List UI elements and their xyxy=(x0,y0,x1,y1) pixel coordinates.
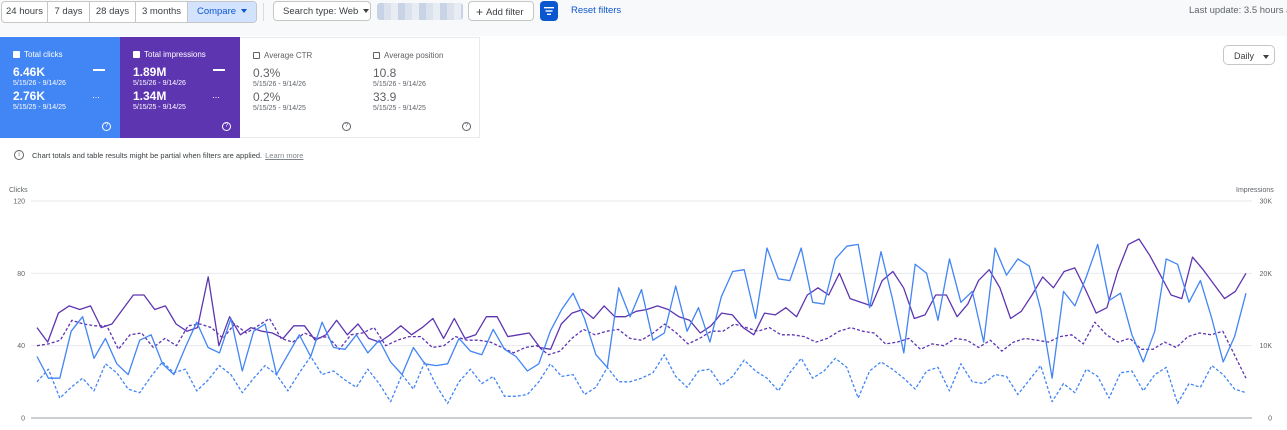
solid-line-legend-icon xyxy=(213,69,225,71)
compare-button[interactable]: Compare xyxy=(188,2,256,22)
left-axis-tick-label: 40 xyxy=(17,343,25,350)
granularity-dropdown[interactable]: Daily xyxy=(1223,45,1275,65)
left-axis-tick-label: 80 xyxy=(17,271,25,278)
checkbox-unchecked-icon[interactable] xyxy=(373,52,380,59)
checkbox-checked-icon[interactable] xyxy=(13,51,20,58)
average-position-card[interactable]: Average position 10.8 5/15/26 - 9/14/26 … xyxy=(360,37,480,138)
help-icon[interactable]: ? xyxy=(222,122,231,131)
search-type-label: Search type: Web xyxy=(283,6,359,17)
compare-label: Compare xyxy=(196,6,237,17)
total-impressions-title: Total impressions xyxy=(133,49,240,60)
checkbox-unchecked-icon[interactable] xyxy=(253,52,260,59)
total-clicks-compare-date: 5/15/25 - 9/14/25 xyxy=(13,104,66,111)
note-text: Chart totals and table results might be … xyxy=(32,150,263,160)
average-ctr-compare-value: 0.2% xyxy=(253,90,281,104)
average-position-title: Average position xyxy=(373,50,479,61)
right-axis-ticks: 30K 20K 10K 0 xyxy=(1260,199,1273,423)
right-axis-tick-label: 0 xyxy=(1268,416,1272,423)
total-impressions-card[interactable]: Total impressions 1.89M 5/15/26 - 9/14/2… xyxy=(120,37,240,138)
info-icon: i xyxy=(14,150,24,160)
total-clicks-compare-value: 2.76K xyxy=(13,89,46,103)
average-ctr-card[interactable]: Average CTR 0.3% 5/15/26 - 9/14/26 0.2% … xyxy=(240,37,360,138)
total-impressions-date: 5/15/26 - 9/14/26 xyxy=(133,80,186,87)
left-axis-tick-label: 0 xyxy=(21,416,25,423)
left-axis-ticks: 120 80 40 0 xyxy=(13,199,25,423)
plus-icon: + xyxy=(476,5,484,19)
average-ctr-date: 5/15/26 - 9/14/26 xyxy=(253,81,306,88)
left-axis-title: Clicks xyxy=(9,187,28,194)
redacted-filter-chip[interactable] xyxy=(377,3,463,20)
clicks-dashed-series-line xyxy=(36,354,1247,405)
performance-chart: Clicks Impressions 120 80 40 0 30K 20K 10K 0 xyxy=(9,187,1274,423)
date-range-selector: 24 hours 7 days 28 days 3 months Compare xyxy=(1,1,257,23)
solid-line-legend-icon xyxy=(93,69,105,71)
average-ctr-value: 0.3% xyxy=(253,66,281,80)
average-position-compare-date: 5/15/25 - 9/14/25 xyxy=(373,105,426,112)
chart-grid xyxy=(31,200,1252,419)
total-clicks-value: 6.46K xyxy=(13,65,46,79)
search-type-dropdown[interactable]: Search type: Web xyxy=(273,1,371,21)
average-ctr-label: Average CTR xyxy=(264,51,313,60)
reset-filters-link[interactable]: Reset filters xyxy=(571,5,622,16)
average-position-label: Average position xyxy=(384,51,444,60)
chevron-down-icon xyxy=(363,9,370,14)
checkbox-checked-icon[interactable] xyxy=(133,51,140,58)
add-filter-button[interactable]: + Add filter xyxy=(468,1,534,21)
learn-more-link[interactable]: Learn more xyxy=(265,150,304,160)
total-impressions-label: Total impressions xyxy=(144,50,206,59)
right-axis-tick-label: 10K xyxy=(1260,343,1273,350)
average-position-date: 5/15/26 - 9/14/26 xyxy=(373,81,426,88)
average-position-value: 10.8 xyxy=(373,66,397,80)
filter-icon[interactable] xyxy=(540,1,558,21)
chevron-down-icon xyxy=(1263,54,1270,59)
total-clicks-date: 5/15/26 - 9/14/26 xyxy=(13,80,66,87)
range-7-days-button[interactable]: 7 days xyxy=(48,2,90,22)
help-icon[interactable]: ? xyxy=(342,122,351,131)
partial-results-note: i Chart totals and table results might b… xyxy=(14,150,303,160)
toolbar: 24 hours 7 days 28 days 3 months Compare… xyxy=(0,0,1287,36)
impressions-solid-series-line xyxy=(36,238,1247,350)
divider xyxy=(263,3,264,21)
chevron-down-icon xyxy=(241,9,248,14)
total-clicks-title: Total clicks xyxy=(13,49,120,60)
dashed-line-legend-icon: ··· xyxy=(92,92,100,102)
granularity-label: Daily xyxy=(1234,51,1255,61)
average-position-compare-value: 33.9 xyxy=(373,90,397,104)
total-impressions-compare-date: 5/15/25 - 9/14/25 xyxy=(133,104,186,111)
total-impressions-compare-value: 1.34M xyxy=(133,89,167,103)
help-icon[interactable]: ? xyxy=(102,122,111,131)
clicks-solid-series-line xyxy=(36,243,1247,379)
average-ctr-title: Average CTR xyxy=(253,50,360,61)
range-24-hours-button[interactable]: 24 hours xyxy=(2,2,48,22)
right-axis-tick-label: 30K xyxy=(1260,199,1273,206)
total-impressions-value: 1.89M xyxy=(133,65,167,79)
average-ctr-compare-date: 5/15/25 - 9/14/25 xyxy=(253,105,306,112)
add-filter-label: Add filter xyxy=(486,7,524,18)
total-clicks-label: Total clicks xyxy=(24,50,63,59)
chart-lines xyxy=(36,238,1247,405)
range-3-months-button[interactable]: 3 months xyxy=(136,2,188,22)
right-axis-title: Impressions xyxy=(1236,187,1274,194)
total-clicks-card[interactable]: Total clicks 6.46K 5/15/26 - 9/14/26 2.7… xyxy=(0,37,120,138)
help-icon[interactable]: ? xyxy=(462,122,471,131)
impressions-dashed-series-line xyxy=(36,317,1247,379)
left-axis-tick-label: 120 xyxy=(13,199,25,206)
range-28-days-button[interactable]: 28 days xyxy=(90,2,136,22)
dashed-line-legend-icon: ··· xyxy=(212,92,220,102)
last-update-text: Last update: 3.5 hours ag xyxy=(1189,5,1287,16)
right-axis-tick-label: 20K xyxy=(1260,271,1273,278)
